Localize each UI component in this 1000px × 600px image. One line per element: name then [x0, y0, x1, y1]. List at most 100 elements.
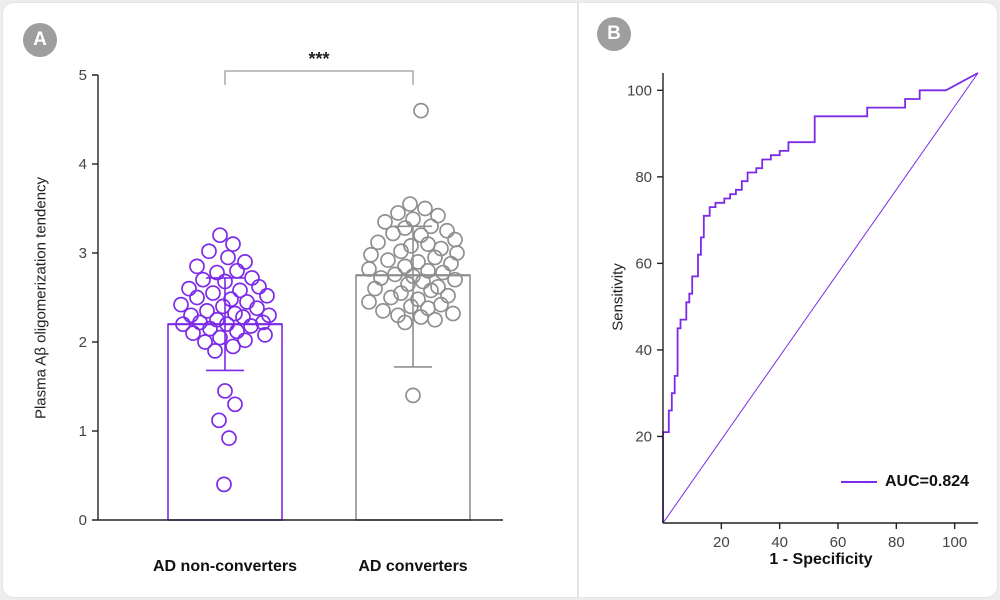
data-point: [175, 316, 191, 333]
significance-stars: ***: [308, 49, 329, 69]
data-point: [243, 318, 259, 334]
data-point: [249, 300, 265, 317]
y-axis-label-a: Plasma Aβ oligomerization tendency: [32, 176, 50, 420]
data-point: [363, 246, 379, 263]
data-point: [375, 303, 391, 319]
data-point: [227, 396, 243, 413]
legend-line: [841, 481, 877, 483]
data-point: [202, 320, 218, 337]
x-tick-label: 40: [771, 534, 788, 551]
roc-curve-chart: 20 40 60 80 100 20 40 60 80 100: [627, 72, 979, 551]
y-tick-label: 20: [635, 428, 652, 445]
data-point: [415, 273, 431, 290]
data-point: [232, 282, 248, 299]
data-point: [423, 282, 439, 299]
y-tick-label: 1: [79, 423, 87, 440]
data-point: [257, 327, 273, 343]
roc-curve: [662, 72, 979, 523]
data-point: [189, 289, 205, 306]
legend: AUC=0.824: [841, 473, 969, 491]
data-point: [195, 271, 211, 288]
data-point: [251, 278, 267, 295]
data-point: [445, 305, 461, 322]
y-tick-label: 5: [79, 67, 87, 84]
data-point: [402, 196, 418, 212]
data-point: [185, 325, 201, 341]
data-point: [215, 298, 231, 315]
category-label-nonconverters: AD non-converters: [152, 558, 298, 575]
x-tick-label: 20: [713, 534, 730, 551]
data-point: [199, 303, 215, 319]
data-point: [370, 234, 386, 251]
data-point: [197, 334, 213, 350]
data-point: [435, 264, 451, 281]
y-tick-label: 40: [635, 342, 652, 359]
data-point: [403, 298, 419, 315]
y-tick-label: 0: [79, 512, 87, 529]
data-point: [393, 285, 409, 301]
y-tick-label: 80: [635, 169, 652, 186]
data-point: [173, 296, 189, 313]
data-point: [217, 273, 233, 290]
data-point: [189, 258, 205, 275]
panel-divider: [577, 3, 579, 597]
data-point: [447, 231, 463, 248]
data-point: [403, 238, 419, 254]
data-point: [387, 266, 403, 283]
data-point: [209, 264, 225, 281]
panel-a-badge: A: [23, 23, 57, 57]
scatter-bar-chart: 0 1 2 3 4 5 ***: [79, 49, 503, 529]
data-point: [239, 294, 255, 310]
data-point: [367, 280, 383, 297]
data-point: [447, 271, 463, 288]
data-point: [227, 305, 243, 322]
data-point: [229, 262, 245, 279]
data-point: [220, 249, 236, 266]
data-point: [259, 287, 275, 304]
data-point: [449, 245, 465, 261]
data-point: [255, 314, 271, 331]
data-point: [221, 430, 237, 446]
panel-a-label: A: [33, 29, 47, 50]
data-point: [397, 314, 413, 331]
x-tick-label: 60: [830, 534, 847, 551]
data-point: [417, 200, 433, 217]
y-tick-label: 3: [79, 245, 87, 262]
data-point: [235, 309, 251, 325]
x-tick-label: 100: [942, 534, 967, 551]
data-point: [225, 236, 241, 252]
data-point: [380, 252, 396, 268]
data-point: [405, 387, 421, 404]
diagonal-reference-line: [662, 72, 979, 524]
panel-b-label: B: [607, 23, 621, 44]
data-point: [427, 249, 443, 266]
data-point: [212, 227, 228, 244]
panel-a: A 0 1 2 3 4 5 *** Plasma Aβ oligomerization te…: [3, 3, 578, 597]
data-point: [183, 307, 199, 324]
data-point: [205, 285, 221, 301]
x-axis-label-b: 1 - Specificity: [769, 551, 873, 568]
x-tick-label: 80: [888, 534, 905, 551]
data-point: [211, 412, 227, 429]
data-point: [413, 102, 429, 119]
data-point: [427, 311, 443, 328]
significance-bracket: [224, 70, 414, 85]
data-point: [383, 289, 399, 306]
data-point: [212, 329, 228, 346]
y-tick-label: 2: [79, 334, 87, 351]
panel-b-badge: B: [597, 17, 631, 51]
legend-auc-label: AUC=0.824: [885, 473, 970, 490]
data-point: [405, 268, 421, 284]
panel-b: B 20 40 60 80 100 20 40 60 80 100 Sensitivity 1 -…: [579, 3, 997, 597]
data-point: [237, 332, 253, 349]
y-tick-label: 4: [79, 156, 87, 173]
data-point: [430, 207, 446, 224]
data-point: [423, 218, 439, 235]
data-point: [229, 323, 245, 340]
y-tick-label: 60: [635, 255, 652, 272]
data-point: [361, 294, 377, 310]
data-point: [216, 476, 232, 493]
data-point: [405, 211, 421, 228]
data-point: [443, 255, 459, 272]
